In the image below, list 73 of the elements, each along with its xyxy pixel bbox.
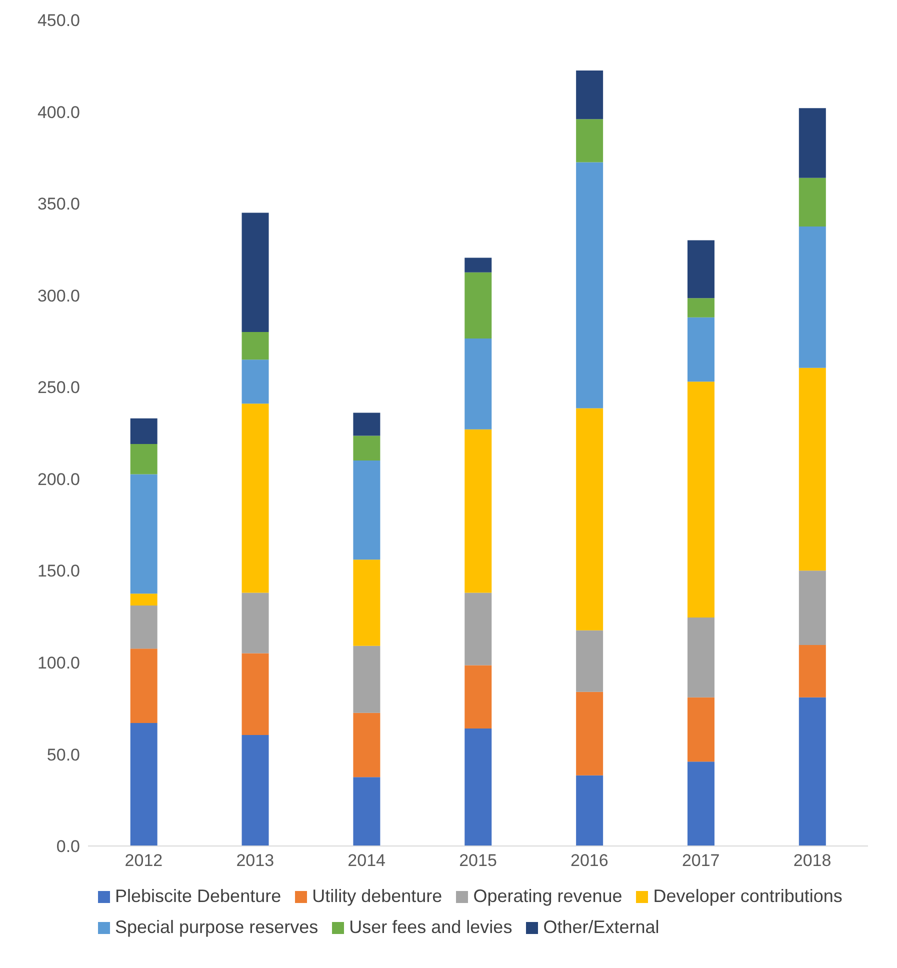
bar (798, 570, 826, 646)
y-tick-label: 200.0 (37, 470, 80, 489)
bar (353, 712, 380, 778)
bar (687, 697, 714, 762)
bar (242, 734, 269, 846)
y-tick-label: 300.0 (37, 286, 80, 306)
x-tick-label: 2013 (236, 851, 274, 870)
y-tick-label: 150.0 (37, 562, 80, 581)
bar (242, 653, 269, 735)
x-tick-label: 2014 (348, 851, 386, 870)
bar (576, 408, 604, 630)
bar (464, 338, 492, 430)
bar (464, 728, 492, 846)
bar (242, 592, 269, 654)
bar (464, 592, 492, 666)
bar (130, 474, 158, 594)
bar (242, 212, 269, 332)
bar (687, 382, 714, 618)
x-tick-label: 2017 (682, 851, 720, 870)
y-tick-label: 450.0 (37, 11, 80, 30)
y-tick-label: 350.0 (37, 194, 80, 214)
bar (798, 645, 826, 698)
bar (242, 360, 269, 404)
legend-label: Special purpose reserves (115, 917, 318, 938)
bar (130, 444, 158, 474)
bar (576, 775, 604, 846)
bar (353, 646, 380, 713)
bar (353, 560, 380, 646)
bar (353, 460, 380, 560)
x-tick-label: 2016 (570, 851, 608, 870)
legend-label: Other/External (543, 917, 660, 938)
bar (576, 162, 604, 408)
bar (353, 777, 380, 846)
bar (464, 665, 492, 729)
bar (798, 368, 826, 571)
bar (576, 692, 604, 776)
bar (464, 258, 492, 272)
bar (687, 617, 714, 698)
legend-label: Operating revenue (473, 886, 622, 907)
y-tick-label: 50.0 (46, 745, 80, 764)
bar (130, 648, 158, 724)
bar (130, 606, 158, 649)
y-tick-label: 250.0 (37, 378, 80, 398)
bar (130, 723, 158, 846)
bar (464, 429, 492, 593)
bar (464, 272, 492, 338)
bar (130, 594, 158, 606)
bar (687, 298, 714, 318)
y-tick-label: 100.0 (37, 653, 80, 672)
bar (687, 317, 714, 382)
bar (798, 697, 826, 846)
bar (130, 418, 158, 444)
bar (353, 436, 380, 461)
legend-label: Utility debenture (312, 886, 442, 907)
y-tick-label: 400.0 (37, 102, 80, 122)
bar (798, 108, 826, 178)
bar (576, 119, 604, 162)
bar (576, 630, 604, 692)
legend-label: Plebiscite Debenture (115, 886, 282, 907)
x-tick-label: 2012 (124, 851, 163, 870)
bar (687, 762, 714, 846)
bar (798, 226, 826, 368)
x-tick-label: 2015 (459, 851, 497, 870)
bar (576, 70, 604, 120)
bar (353, 412, 380, 436)
legend-label: Developer contributions (653, 886, 842, 907)
x-tick-label: 2018 (793, 851, 832, 870)
bar (242, 404, 269, 593)
legend-label: User fees and levies (349, 917, 512, 938)
bar (798, 178, 826, 226)
y-tick-label: 0.0 (56, 837, 80, 856)
bar (242, 332, 269, 360)
bar (687, 240, 714, 298)
